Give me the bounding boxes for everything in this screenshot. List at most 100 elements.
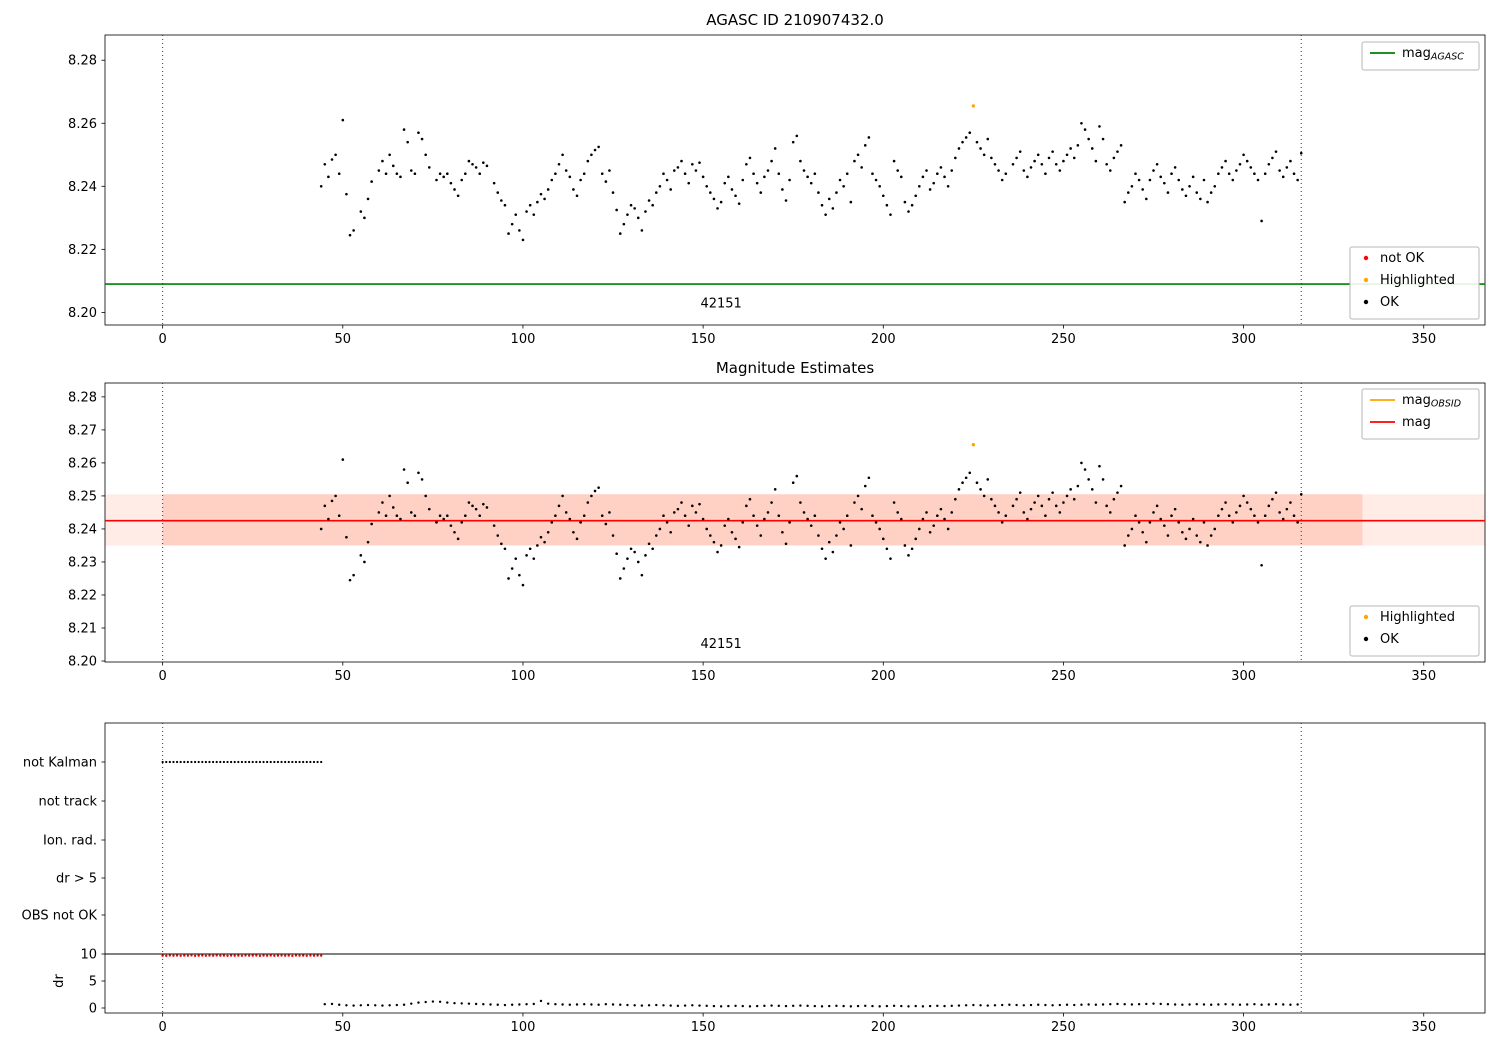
- flag-point: [312, 760, 316, 764]
- ok-point: [1105, 162, 1108, 166]
- ok-point: [388, 153, 391, 157]
- ok-point: [770, 159, 773, 163]
- ok-point: [644, 210, 647, 213]
- dr-point: [1123, 1003, 1126, 1006]
- ok-point: [388, 494, 391, 498]
- ok-point: [435, 521, 438, 524]
- ok-point: [1072, 497, 1076, 501]
- ok-point: [979, 147, 982, 150]
- ok-point: [564, 169, 568, 172]
- dr-not-ok-point: [219, 954, 222, 957]
- ok-point: [654, 191, 658, 194]
- ok-point: [1130, 185, 1134, 188]
- dr-point: [921, 1005, 925, 1008]
- ok-point: [464, 172, 467, 175]
- dr-not-ok-point: [193, 954, 197, 958]
- dr-point: [1073, 1003, 1076, 1007]
- ok-point: [835, 191, 838, 194]
- flag-point: [298, 760, 301, 764]
- dr-point: [907, 1005, 910, 1008]
- ok-point: [1263, 514, 1267, 518]
- dr-point: [748, 1005, 752, 1008]
- ok-point: [1170, 514, 1173, 518]
- dr-not-ok-point: [258, 954, 262, 958]
- ok-point: [629, 547, 633, 551]
- ok-point: [745, 162, 748, 166]
- ok-point: [932, 524, 936, 527]
- y-tick-label: 8.20: [68, 655, 97, 670]
- ok-point: [662, 514, 665, 518]
- dr-point: [979, 1004, 982, 1007]
- dr-not-ok-point: [175, 954, 179, 957]
- ok-point: [1036, 494, 1040, 498]
- ok-point: [532, 557, 536, 560]
- ok-point: [424, 494, 427, 498]
- dr-point: [1152, 1002, 1155, 1005]
- x-tick-label: 300: [1231, 332, 1256, 347]
- ok-point: [748, 497, 752, 501]
- ok-point: [1274, 150, 1278, 153]
- ok-point: [968, 131, 972, 135]
- ok-point: [384, 172, 388, 175]
- ok-point: [359, 210, 363, 213]
- ok-point: [1285, 166, 1289, 169]
- dr-not-ok-point: [255, 954, 258, 957]
- ok-point: [1000, 178, 1004, 182]
- ok-point: [1026, 175, 1029, 179]
- ok-point: [604, 522, 608, 526]
- ok-point: [514, 213, 518, 216]
- ok-point: [709, 191, 712, 194]
- ok-point: [413, 514, 417, 518]
- ok-point: [975, 140, 979, 144]
- ok-point: [831, 207, 835, 210]
- ok-point: [1047, 497, 1051, 501]
- dr-point: [1022, 1004, 1025, 1007]
- ok-point: [528, 547, 532, 551]
- x-tick-label: 100: [511, 669, 536, 684]
- ok-point: [575, 194, 579, 198]
- ok-point: [709, 534, 712, 537]
- dr-point: [467, 1002, 471, 1005]
- ok-point: [669, 530, 672, 534]
- ok-point: [572, 530, 575, 534]
- ok-point: [1051, 491, 1054, 494]
- y-tick-label: 8.28: [68, 54, 97, 69]
- ok-point: [1213, 185, 1217, 188]
- flag-point: [291, 760, 294, 764]
- dr-not-ok-point: [229, 954, 233, 957]
- ok-point: [867, 136, 871, 139]
- ok-point: [788, 521, 791, 524]
- ok-point: [993, 504, 997, 508]
- ok-point: [554, 172, 557, 175]
- dr-point: [777, 1004, 780, 1008]
- ok-point: [460, 178, 464, 182]
- dr-point: [431, 1000, 435, 1003]
- ok-point: [341, 458, 345, 461]
- ok-point: [370, 180, 373, 183]
- ok-point: [687, 181, 691, 185]
- dr-point: [417, 1001, 420, 1004]
- x-tick-label: 0: [159, 332, 167, 347]
- legend-swatch-dot: [1363, 277, 1369, 283]
- ok-point: [939, 166, 943, 169]
- dr-point: [1101, 1003, 1105, 1006]
- ok-point: [1220, 507, 1224, 511]
- dr-point: [474, 1002, 478, 1006]
- flag-point: [284, 760, 287, 764]
- dr-point: [1029, 1003, 1033, 1007]
- dr-not-ok-point: [215, 954, 218, 957]
- ok-point: [647, 542, 651, 546]
- ok-point: [1040, 162, 1044, 166]
- ok-point: [1224, 159, 1227, 163]
- ok-point: [1090, 488, 1094, 491]
- dr-point: [871, 1004, 874, 1008]
- ok-point: [1076, 144, 1080, 147]
- ok-point: [827, 540, 831, 544]
- ok-point: [377, 169, 381, 172]
- ok-point: [1199, 197, 1202, 201]
- ok-point: [633, 207, 636, 210]
- ok-point: [939, 507, 943, 511]
- ok-point: [914, 194, 918, 198]
- ok-point: [1004, 514, 1008, 518]
